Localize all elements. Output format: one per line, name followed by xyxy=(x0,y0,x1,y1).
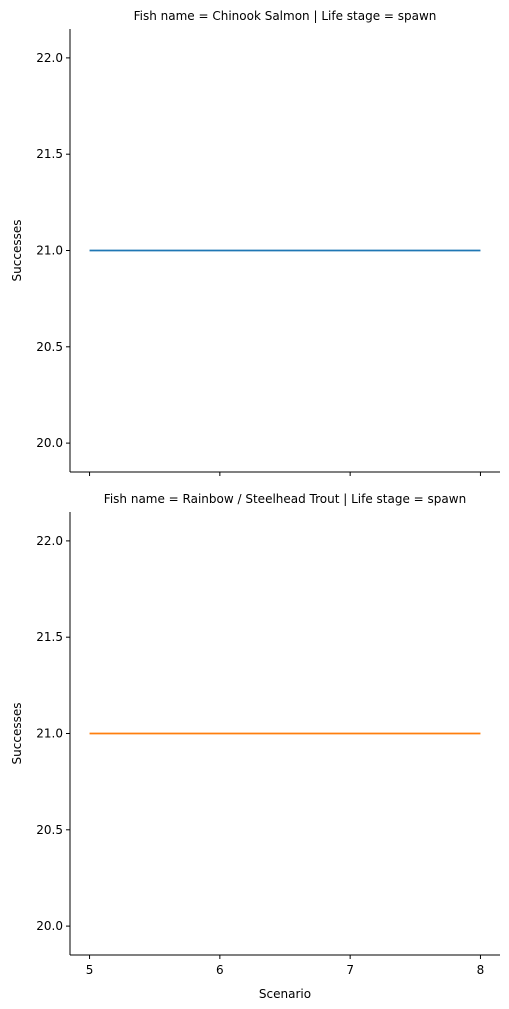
y-tick-label: 20.5 xyxy=(36,823,63,837)
y-tick-label: 20.5 xyxy=(36,340,63,354)
x-tick-label: 5 xyxy=(86,963,94,977)
x-axis-label: Scenario xyxy=(259,987,311,1001)
y-tick-label: 22.0 xyxy=(36,534,63,548)
y-tick-label: 20.0 xyxy=(36,919,63,933)
x-tick-label: 6 xyxy=(216,963,224,977)
y-tick-label: 21.0 xyxy=(36,727,63,741)
y-tick-label: 22.0 xyxy=(36,51,63,65)
y-tick-label: 21.0 xyxy=(36,244,63,258)
y-tick-label: 20.0 xyxy=(36,436,63,450)
y-tick-label: 21.5 xyxy=(36,147,63,161)
chart-panel-rainbow-steelhead-trout: Fish name = Rainbow / Steelhead Trout | … xyxy=(10,492,500,1001)
y-tick-label: 21.5 xyxy=(36,630,63,644)
x-tick-label: 8 xyxy=(477,963,485,977)
chart-title: Fish name = Chinook Salmon | Life stage … xyxy=(134,9,437,23)
chart-panel-chinook-salmon: Fish name = Chinook Salmon | Life stage … xyxy=(10,9,500,476)
y-axis-label: Successes xyxy=(10,220,24,282)
chart-title: Fish name = Rainbow / Steelhead Trout | … xyxy=(104,492,466,506)
x-tick-label: 7 xyxy=(346,963,354,977)
y-axis-label: Successes xyxy=(10,703,24,765)
